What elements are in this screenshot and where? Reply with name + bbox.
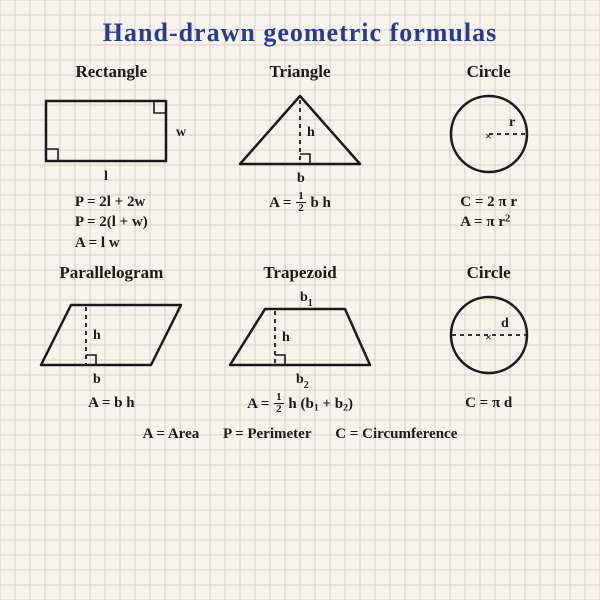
circle-diameter-icon: × d bbox=[429, 287, 549, 387]
shape-title: Rectangle bbox=[75, 62, 147, 82]
rectangle-icon: w l bbox=[36, 86, 186, 186]
parallelogram-icon: h b bbox=[31, 287, 191, 387]
svg-text:w: w bbox=[176, 125, 187, 140]
page-title: Hand-drawn geometric formulas bbox=[22, 18, 578, 48]
svg-text:h: h bbox=[93, 328, 101, 343]
shape-title: Triangle bbox=[269, 62, 330, 82]
svg-text:×: × bbox=[485, 330, 492, 344]
shape-title: Trapezoid bbox=[263, 263, 336, 283]
legend: A = Area P = Perimeter C = Circumference bbox=[22, 426, 578, 443]
legend-perimeter: P = Perimeter bbox=[223, 426, 312, 442]
formulas-triangle: A = 12 b h bbox=[269, 192, 331, 215]
cell-circle-d: Circle × d C = π d bbox=[399, 263, 578, 416]
row-2: Parallelogram h b A = b h Trapezoid bbox=[22, 263, 578, 416]
shape-title: Circle bbox=[467, 263, 511, 283]
legend-circumference: C = Circumference bbox=[335, 426, 457, 442]
shape-title: Circle bbox=[467, 62, 511, 82]
svg-text:×: × bbox=[485, 129, 492, 143]
svg-text:h: h bbox=[282, 330, 290, 345]
shape-box: w l bbox=[22, 86, 201, 186]
content: Hand-drawn geometric formulas Rectangle … bbox=[22, 18, 578, 443]
svg-text:d: d bbox=[501, 316, 509, 331]
formulas-parallelogram: A = b h bbox=[88, 393, 135, 413]
shape-box: × d bbox=[399, 287, 578, 387]
svg-text:b: b bbox=[93, 372, 101, 387]
row-1: Rectangle w l P = 2l + 2wP = 2(l + w)A =… bbox=[22, 62, 578, 253]
shape-box: h b1 b2 bbox=[211, 287, 390, 387]
svg-text:b: b bbox=[297, 171, 305, 186]
shape-title: Parallelogram bbox=[59, 263, 163, 283]
cell-circle-r: Circle × r C = 2 π rA = π r2 bbox=[399, 62, 578, 253]
cell-trapezoid: Trapezoid h b1 b2 A = 12 h (b1 + b2) bbox=[211, 263, 390, 416]
svg-text:h: h bbox=[307, 125, 315, 140]
cell-rectangle: Rectangle w l P = 2l + 2wP = 2(l + w)A =… bbox=[22, 62, 201, 253]
page: Hand-drawn geometric formulas Rectangle … bbox=[0, 0, 600, 600]
triangle-icon: h b bbox=[225, 86, 375, 186]
svg-text:b1: b1 bbox=[300, 290, 313, 309]
svg-text:r: r bbox=[509, 115, 515, 130]
formulas-circle-d: C = π d bbox=[465, 393, 512, 413]
trapezoid-icon: h b1 b2 bbox=[220, 287, 380, 387]
cell-triangle: Triangle h b A = 12 b h bbox=[211, 62, 390, 253]
formulas-circle-r: C = 2 π rA = π r2 bbox=[460, 192, 517, 233]
formulas-trapezoid: A = 12 h (b1 + b2) bbox=[247, 393, 353, 416]
shape-box: × r bbox=[399, 86, 578, 186]
legend-area: A = Area bbox=[143, 426, 200, 442]
svg-text:b2: b2 bbox=[296, 372, 309, 391]
shape-box: h b bbox=[211, 86, 390, 186]
circle-radius-icon: × r bbox=[429, 86, 549, 186]
formulas-rectangle: P = 2l + 2wP = 2(l + w)A = l w bbox=[75, 192, 148, 253]
svg-text:l: l bbox=[104, 169, 108, 184]
shape-box: h b bbox=[22, 287, 201, 387]
cell-parallelogram: Parallelogram h b A = b h bbox=[22, 263, 201, 416]
